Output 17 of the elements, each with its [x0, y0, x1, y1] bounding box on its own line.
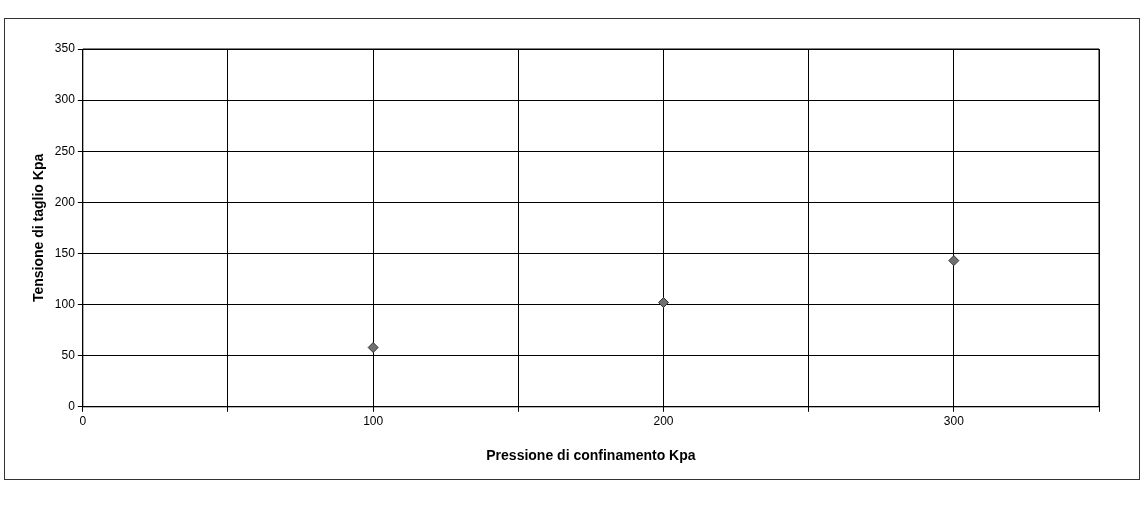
point — [948, 255, 960, 267]
x-tick-label: 200 — [653, 414, 674, 429]
y-tick-label: 0 — [68, 399, 76, 414]
y-axis-title: Tensione di taglio Kpa — [30, 153, 47, 303]
x-axis-title: Pressione di confinamento Kpa — [486, 447, 696, 464]
point — [658, 297, 669, 309]
y-tick-label: 100 — [54, 296, 76, 311]
y-tick-label: 350 — [54, 41, 76, 56]
y-tick-label: 300 — [54, 92, 76, 107]
point — [367, 342, 379, 354]
x-tick-label: 0 — [79, 414, 87, 429]
y-tick-label: 200 — [54, 194, 76, 209]
y-tick-label: 150 — [54, 245, 76, 260]
x-tick-label: 300 — [943, 414, 965, 429]
y-tick-label: 50 — [61, 348, 76, 362]
y-tick-label: 250 — [54, 143, 76, 158]
x-tick-label: 100 — [363, 414, 384, 429]
